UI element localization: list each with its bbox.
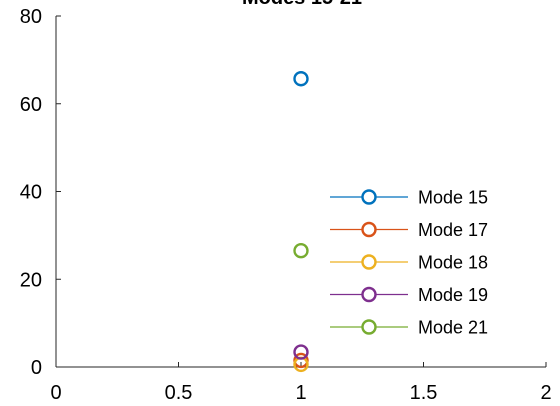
x-tick-label: 0 [50,382,61,404]
legend: Mode 15 Mode 17 Mode 18 Mode 19 Mode 21 [330,188,488,338]
legend-marker-mode-21 [361,319,377,335]
legend-marker-mode-17 [361,221,377,238]
legend-label-mode-18: Mode 18 [418,253,488,273]
y-tick-label: 40 [20,182,42,204]
y-tick-label: 80 [20,6,42,28]
chart-title: Modes 15-21 [242,0,362,9]
x-tick-label: 2 [540,382,551,404]
x-tick-label: 1.5 [410,382,438,404]
legend-label-mode-15: Mode 15 [418,188,488,208]
x-tick-label: 0.5 [165,382,193,404]
data-point-mode-15 [293,71,309,87]
data-point-mode-21 [293,243,309,259]
legend-marker-mode-15 [361,189,377,205]
y-tick-label: 60 [20,94,42,116]
y-tick-label: 20 [20,269,42,291]
legend-marker-mode-18 [361,254,377,270]
legend-label-mode-21: Mode 21 [418,318,488,338]
plot-area [293,71,309,373]
data-point-mode-19 [293,344,309,360]
legend-label-mode-17: Mode 17 [418,220,488,240]
legend-marker-mode-19 [361,286,377,303]
x-tick-label: 1 [295,382,306,404]
legend-label-mode-19: Mode 19 [418,285,488,305]
y-tick-label: 0 [31,357,42,379]
